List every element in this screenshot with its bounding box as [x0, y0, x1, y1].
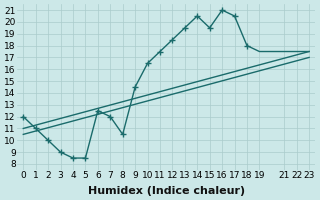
X-axis label: Humidex (Indice chaleur): Humidex (Indice chaleur) — [88, 186, 245, 196]
